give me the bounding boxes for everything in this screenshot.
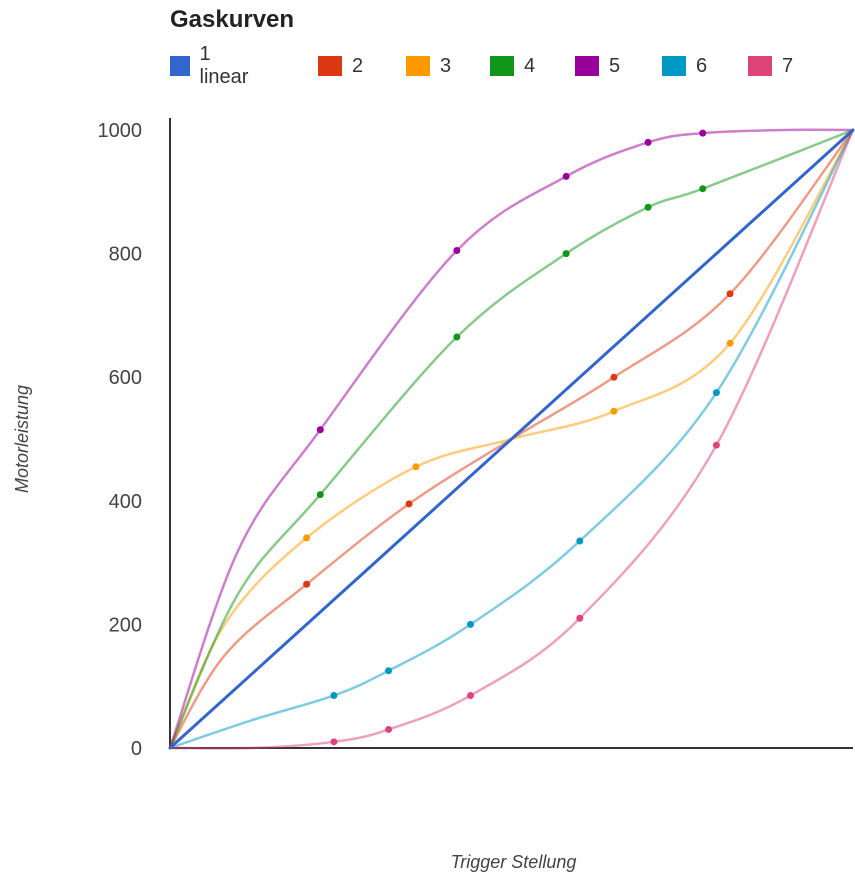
series-line-1 (170, 130, 853, 748)
data-point-2 (303, 581, 310, 588)
data-point-4 (453, 334, 460, 341)
y-tick-label: 1000 (98, 120, 143, 142)
data-point-2 (406, 500, 413, 507)
y-tick-label: 600 (109, 367, 142, 389)
data-point-3 (610, 408, 617, 415)
data-point-6 (713, 389, 720, 396)
y-tick-label: 400 (109, 491, 142, 513)
data-point-3 (303, 534, 310, 541)
data-point-6 (385, 667, 392, 674)
y-axis-title: Motorleistung (12, 385, 32, 493)
data-point-2 (727, 290, 734, 297)
data-point-4 (699, 185, 706, 192)
data-point-5 (317, 426, 324, 433)
data-point-5 (563, 173, 570, 180)
data-point-5 (645, 139, 652, 146)
data-point-7 (713, 442, 720, 449)
data-point-4 (645, 204, 652, 211)
data-point-4 (317, 491, 324, 498)
data-point-7 (576, 615, 583, 622)
data-point-6 (576, 537, 583, 544)
y-tick-label: 800 (109, 244, 142, 266)
data-point-5 (699, 130, 706, 137)
data-point-7 (330, 738, 337, 745)
data-point-2 (610, 374, 617, 381)
data-point-7 (467, 692, 474, 699)
x-axis-title: Trigger Stellung (451, 852, 577, 872)
data-point-3 (412, 463, 419, 470)
data-point-6 (467, 621, 474, 628)
data-point-5 (453, 247, 460, 254)
data-point-4 (563, 250, 570, 257)
data-point-7 (385, 726, 392, 733)
data-point-6 (330, 692, 337, 699)
y-tick-label: 0 (131, 738, 142, 760)
y-tick-label: 200 (109, 614, 142, 636)
data-point-3 (727, 340, 734, 347)
